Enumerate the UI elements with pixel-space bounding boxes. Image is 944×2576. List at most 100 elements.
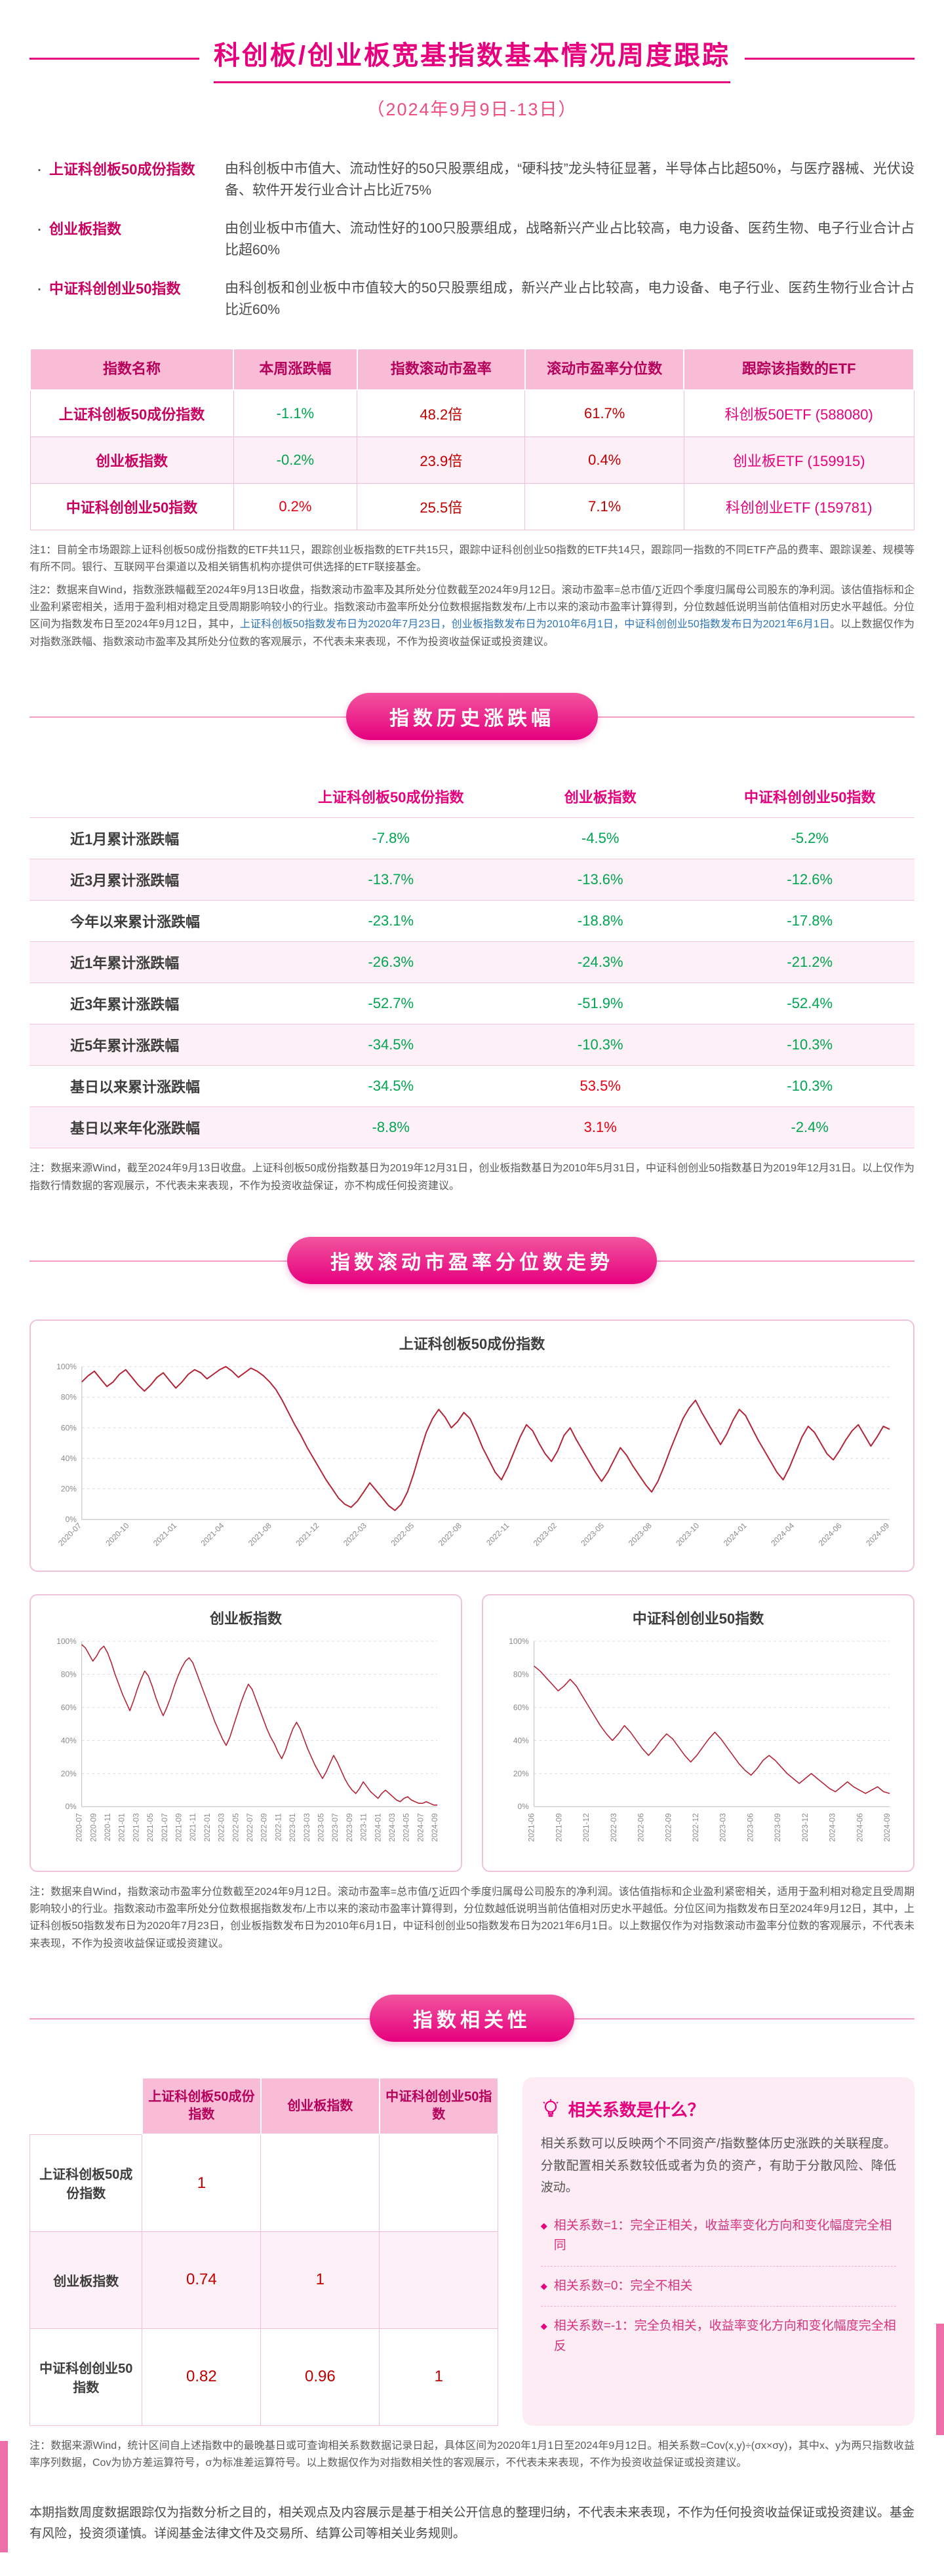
history-value: -52.4%: [705, 983, 914, 1025]
tracking-etf-cell: 科创创业ETF (159781): [683, 482, 914, 530]
history-row-label: 近1月累计涨跌幅: [30, 817, 286, 860]
index-name: 上证科创板50成份指数: [49, 161, 195, 178]
svg-text:2023-09: 2023-09: [345, 1813, 354, 1842]
chart-title: 创业板指数: [209, 1610, 282, 1628]
history-value: -12.6%: [705, 859, 914, 901]
svg-text:2021-01: 2021-01: [117, 1813, 127, 1842]
svg-text:2020-09: 2020-09: [88, 1813, 98, 1842]
svg-text:20%: 20%: [513, 1769, 529, 1778]
index-name: 中证科创创业50指数: [49, 281, 181, 298]
history-row-label: 近3月累计涨跌幅: [30, 859, 286, 901]
disclaimer-text: 本期指数周度数据跟踪仅为指数分析之目的，相关观点及内容展示是基于相关公开信息的整…: [30, 2505, 914, 2541]
svg-text:2022-08: 2022-08: [437, 1521, 463, 1548]
diamond-bullet-icon: ◆: [540, 2321, 547, 2332]
svg-text:2023-01: 2023-01: [288, 1813, 297, 1842]
svg-text:2023-09: 2023-09: [773, 1813, 782, 1842]
index-desc: 由创业板中市值大、流动性好的100只股票组成，战略新兴产业占比较高，电力设备、医…: [225, 221, 914, 258]
history-row: 近5年累计涨跌幅 -34.5% -10.3% -10.3%: [30, 1024, 914, 1066]
report-date-range: （2024年9月9日-13日）: [366, 100, 578, 119]
svg-text:2022-06: 2022-06: [637, 1813, 646, 1842]
bullet-dot-icon: ·: [36, 218, 43, 239]
bullet-dot-icon: ·: [36, 159, 43, 179]
history-value: -21.2%: [705, 941, 914, 984]
svg-text:2022-09: 2022-09: [663, 1813, 673, 1842]
svg-text:2022-05: 2022-05: [231, 1813, 240, 1842]
svg-text:60%: 60%: [61, 1703, 77, 1712]
svg-text:100%: 100%: [56, 1637, 77, 1646]
svg-text:2022-05: 2022-05: [389, 1521, 416, 1548]
history-row: 近3月累计涨跌幅 -13.7% -13.6% -12.6%: [30, 859, 914, 901]
svg-text:60%: 60%: [513, 1703, 529, 1712]
weekly-change-cell: -0.2%: [233, 436, 358, 484]
svg-text:100%: 100%: [509, 1637, 529, 1646]
correlation-value: [379, 2134, 499, 2232]
section-history-header: 指数历史涨跌幅: [30, 693, 914, 741]
svg-text:2022-11: 2022-11: [484, 1521, 511, 1548]
svg-text:2021-11: 2021-11: [188, 1813, 197, 1841]
svg-text:2023-03: 2023-03: [718, 1813, 728, 1842]
svg-text:2022-03: 2022-03: [609, 1813, 618, 1842]
index-description-chinext: · 创业板指数 由创业板中市值大、流动性好的100只股票组成，战略新兴产业占比较…: [30, 218, 914, 261]
svg-text:80%: 80%: [61, 1393, 77, 1402]
svg-text:40%: 40%: [61, 1736, 77, 1745]
col-rolling-pe: 指数滚动市盈率: [356, 348, 526, 391]
correlation-header-row: 上证科创板50成份指数 创业板指数 中证科创创业50指数: [30, 2077, 499, 2136]
svg-text:2020-10: 2020-10: [104, 1521, 131, 1548]
chart-title: 上证科创板50成份指数: [399, 1336, 545, 1352]
svg-text:2024-03: 2024-03: [828, 1813, 837, 1842]
history-row-label: 基日以来年化涨跌幅: [30, 1106, 286, 1149]
history-value: -34.5%: [286, 1024, 496, 1066]
svg-text:0%: 0%: [65, 1802, 77, 1811]
section-history-title: 指数历史涨跌幅: [346, 693, 598, 741]
weekly-change-cell: -1.1%: [233, 389, 358, 437]
svg-text:2022-07: 2022-07: [245, 1813, 254, 1842]
svg-text:2021-12: 2021-12: [581, 1813, 591, 1842]
correlation-explainer-box: 相关系数是什么？ 相关系数可以反映两个不同资产/指数整体历史涨跌的关联程度。分散…: [522, 2077, 914, 2426]
svg-text:2022-03: 2022-03: [217, 1813, 226, 1842]
diamond-bullet-icon: ◆: [540, 2221, 547, 2231]
explainer-bullet-text: 相关系数=1：完全正相关，收益率变化方向和变化幅度完全相同: [553, 2219, 892, 2253]
pe-percentile-cell: 61.7%: [524, 389, 684, 437]
svg-text:2024-07: 2024-07: [416, 1813, 425, 1842]
note-1: 注1：目前全市场跟踪上证科创板50成份指数的ETF共11只，跟踪创业板指数的ET…: [30, 544, 914, 574]
history-header-empty: [30, 775, 286, 819]
correlation-value: 1: [142, 2134, 262, 2232]
lightbulb-icon: [543, 2099, 559, 2117]
history-row: 基日以来年化涨跌幅 -8.8% 3.1% -2.4%: [30, 1106, 914, 1149]
svg-text:2024-01: 2024-01: [722, 1521, 749, 1548]
line-chart: 0% 20% 40% 60% 80% 100% 2020-07 2020-10 2021-01 2…: [44, 1357, 900, 1567]
correlation-row-label: 创业板指数: [29, 2231, 143, 2329]
title-line-right: [745, 58, 914, 60]
pe-percentile-cell: 0.4%: [524, 436, 684, 484]
history-value: -7.8%: [286, 817, 496, 860]
correlation-row: 创业板指数 0.74 1: [29, 2231, 499, 2329]
svg-text:2020-11: 2020-11: [103, 1813, 112, 1841]
summary-header-row: 指数名称 本周涨跌幅 指数滚动市盈率 滚动市盈率分位数 跟踪该指数的ETF: [29, 348, 914, 391]
history-row: 今年以来累计涨跌幅 -23.1% -18.8% -17.8%: [30, 900, 914, 943]
correlation-row-label: 上证科创板50成份指数: [29, 2134, 143, 2232]
explainer-title: 相关系数是什么？: [568, 2100, 705, 2120]
svg-text:2021-04: 2021-04: [199, 1521, 226, 1548]
line-chart: 0% 20% 40% 60% 80% 100% 2021-06 2021-09 2021-12 2…: [496, 1632, 900, 1867]
summary-row-kc50: 上证科创板50成份指数 -1.1% 48.2倍 61.7% 科创板50ETF (…: [30, 389, 914, 437]
history-row: 近1年累计涨跌幅 -26.3% -24.3% -21.2%: [30, 941, 914, 984]
index-description-kccy50: · 中证科创创业50指数 由科创板和创业板中市值较大的50只股票组成，新兴产业占…: [30, 278, 914, 321]
rolling-pe-cell: 23.9倍: [357, 436, 526, 484]
explainer-bullet-text: 相关系数=-1：完全负相关，收益率变化方向和变化幅度完全相反: [553, 2319, 896, 2353]
line-chart: 0% 20% 40% 60% 80% 100% 2020-07 2020-09 2020-11 2…: [44, 1632, 448, 1867]
history-value: -34.5%: [286, 1065, 496, 1108]
history-row-label: 今年以来累计涨跌幅: [30, 900, 286, 943]
correlation-note: 注：数据来源Wind，统计区间自上述指数中的最晚基日或可查询相关系数数据记录日起…: [30, 2440, 914, 2469]
svg-text:2021-01: 2021-01: [151, 1521, 178, 1548]
history-value: 53.5%: [496, 1065, 705, 1108]
svg-text:2024-01: 2024-01: [373, 1813, 382, 1842]
correlation-section: 上证科创板50成份指数 创业板指数 中证科创创业50指数 上证科创板50成份指数…: [29, 2077, 914, 2426]
weekly-change-cell: 0.2%: [233, 482, 358, 530]
svg-text:2021-12: 2021-12: [294, 1521, 321, 1548]
svg-text:2022-09: 2022-09: [260, 1813, 269, 1842]
diamond-bullet-icon: ◆: [540, 2280, 547, 2291]
col-weekly-change: 本周涨跌幅: [233, 348, 358, 391]
decor-left-bar: [0, 2441, 8, 2553]
history-row-label: 近3年累计涨跌幅: [30, 983, 286, 1025]
svg-text:2023-07: 2023-07: [330, 1813, 340, 1842]
